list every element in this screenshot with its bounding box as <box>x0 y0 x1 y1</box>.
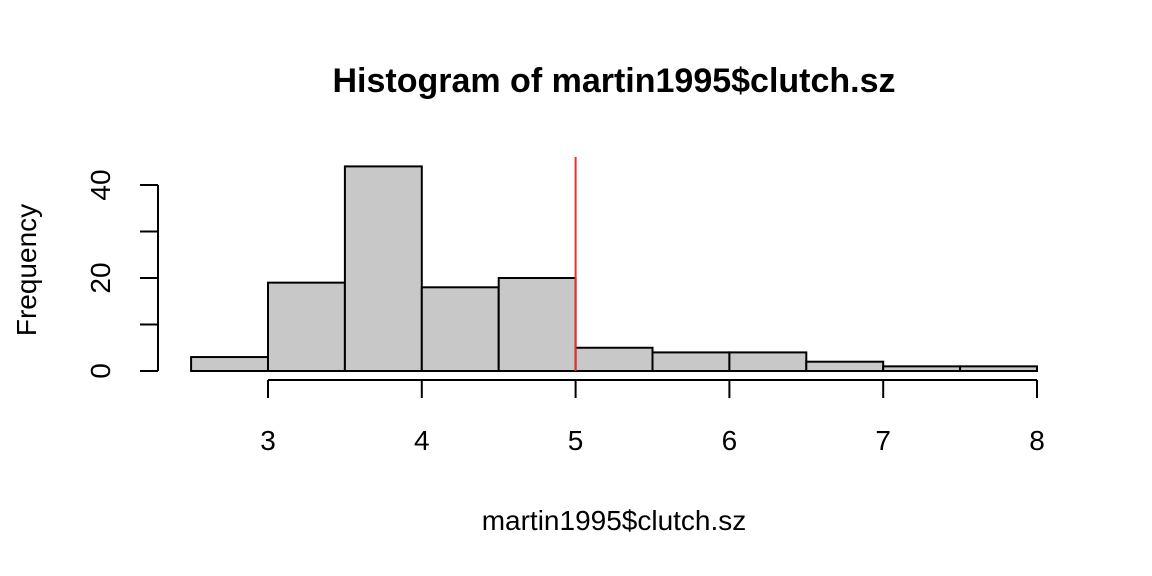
y-tick-label-20: 20 <box>85 262 116 293</box>
histogram-bar-9 <box>882 365 962 373</box>
x-tick-label-7: 7 <box>875 425 891 456</box>
histogram-bar-1 <box>267 281 346 372</box>
histogram-bar-8 <box>805 360 885 373</box>
x-tick-label-4: 4 <box>414 425 430 456</box>
histogram-bar-5 <box>574 346 654 372</box>
histogram-bar-10 <box>959 365 1038 373</box>
chart-title: Histogram of martin1995$clutch.sz <box>332 62 895 100</box>
y-axis-label: Frequency <box>11 204 42 336</box>
histogram-bar-3 <box>420 286 500 372</box>
histogram-bar-7 <box>728 351 808 372</box>
histogram-bar-4 <box>497 277 577 372</box>
y-tick-label-40: 40 <box>85 169 116 200</box>
x-tick-label-8: 8 <box>1029 425 1045 456</box>
histogram-bar-0 <box>190 356 270 372</box>
y-axis: 0 20 40 <box>85 169 159 379</box>
x-tick-label-3: 3 <box>260 425 276 456</box>
x-tick-label-6: 6 <box>722 425 738 456</box>
histogram-bars <box>190 165 1038 373</box>
x-axis-label: martin1995$clutch.sz <box>482 505 747 536</box>
x-axis: 3 4 5 6 7 8 <box>260 379 1045 456</box>
histogram-bar-6 <box>651 351 731 372</box>
histogram-bar-2 <box>343 165 423 372</box>
y-tick-label-0: 0 <box>85 363 116 379</box>
x-tick-label-5: 5 <box>568 425 584 456</box>
